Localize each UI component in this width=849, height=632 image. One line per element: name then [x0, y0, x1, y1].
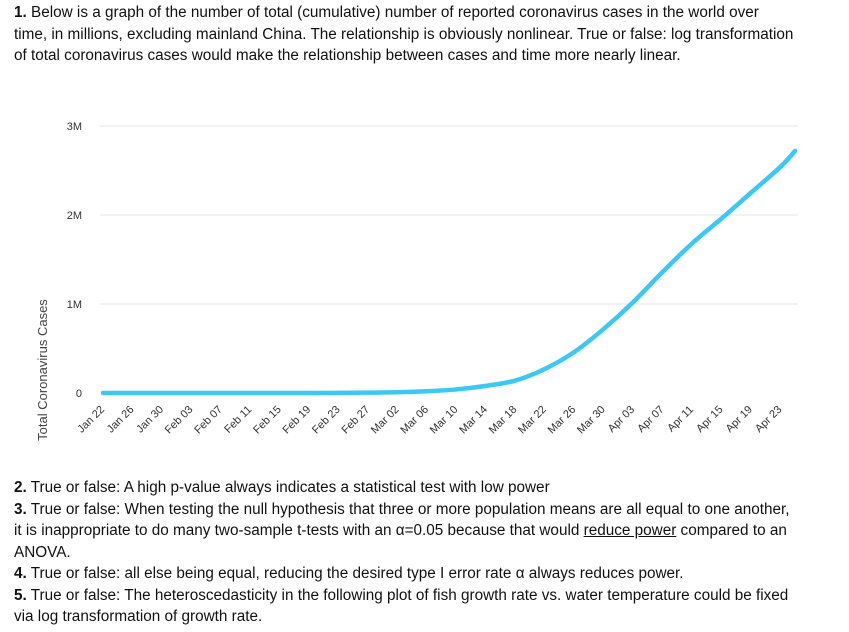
x-tick-label: Mar 26 [546, 404, 579, 437]
series-point [130, 391, 134, 395]
series-point [454, 387, 458, 391]
series-point [425, 389, 429, 393]
series-point [189, 391, 193, 395]
series-point [572, 350, 576, 354]
x-tick-label: Feb 27 [339, 404, 372, 437]
series-point [484, 384, 488, 388]
question-3-number: 3. [14, 500, 27, 518]
x-tick-label: Jan 30 [134, 404, 166, 436]
x-tick-label: Jan 22 [75, 404, 107, 436]
y-axis-label: Total Coronavirus Cases [35, 299, 50, 441]
question-3: 3. True or false: When testing the null … [14, 499, 794, 564]
questions-2-to-5: 2. True or false: A high p-value always … [14, 477, 794, 628]
question-3-text-after: compared to an ANOVA. [14, 522, 787, 561]
series-point [366, 391, 370, 395]
series-line-total-cases [100, 148, 798, 396]
series-point [307, 391, 311, 395]
y-axis-ticks: 0 1M 2M 3M [67, 121, 82, 400]
question-4-number: 4. [14, 565, 27, 582]
series-point [513, 379, 517, 383]
question-1-text: Below is a graph of the number of total … [14, 4, 794, 64]
series-point [719, 217, 723, 221]
series-point [793, 149, 797, 153]
series-point [248, 391, 252, 395]
chart-gridlines [100, 125, 798, 305]
x-tick-label: Feb 11 [222, 404, 254, 436]
series-point [661, 270, 665, 274]
x-tick-label: Feb 23 [310, 404, 343, 437]
x-tick-label: Apr 07 [635, 404, 666, 435]
question-5-text: True or false: The heteroscedasticity in… [14, 586, 789, 626]
question-3-text-before: True or false: When testing the null hyp… [14, 500, 790, 540]
x-tick-label: Apr 15 [694, 404, 725, 435]
question-1: 1. Below is a graph of the number of tot… [14, 2, 794, 67]
series-point [337, 391, 341, 395]
y-tick-label: 0 [76, 388, 82, 400]
x-tick-label: Mar 30 [575, 404, 608, 437]
series-point [160, 391, 164, 395]
series-point [278, 391, 282, 395]
question-1-number: 1. [14, 4, 27, 21]
question-2: 2. True or false: A high p-value always … [14, 477, 794, 499]
x-tick-label: Apr 11 [665, 404, 696, 435]
x-tick-label: Mar 02 [369, 404, 402, 437]
question-2-number: 2. [14, 479, 27, 496]
series-point [219, 391, 223, 395]
series-point [602, 327, 606, 331]
question-4-text: True or false: all else being equal, red… [26, 565, 684, 582]
series-point [749, 191, 753, 195]
series-point [631, 300, 635, 304]
x-tick-label: Mar 18 [487, 404, 520, 437]
y-tick-label: 3M [67, 121, 82, 133]
x-tick-label: Apr 03 [606, 404, 637, 435]
x-tick-label: Mar 14 [457, 404, 490, 437]
series-point [101, 391, 105, 395]
x-tick-label: Mar 22 [516, 404, 549, 437]
series-point [690, 241, 694, 245]
x-tick-label: Feb 07 [192, 404, 225, 437]
question-5: 5. True or false: The heteroscedasticity… [14, 585, 794, 628]
question-4: 4. True or false: all else being equal, … [14, 563, 794, 585]
x-tick-label: Feb 03 [163, 404, 196, 437]
question-2-text: True or false: A high p-value always ind… [26, 479, 550, 496]
series-point [778, 165, 782, 169]
question-5-number: 5. [14, 586, 27, 604]
x-tick-label: Apr 19 [724, 404, 755, 435]
x-tick-label: Mar 10 [428, 404, 461, 437]
x-tick-label: Apr 23 [753, 404, 784, 435]
series-point [396, 390, 399, 394]
series-point [543, 367, 547, 371]
y-tick-label: 2M [67, 210, 82, 222]
question-3-underlined-phrase: reduce power [583, 522, 677, 539]
x-tick-label: Mar 06 [398, 404, 431, 437]
x-tick-label: Feb 19 [281, 404, 314, 437]
x-tick-label: Jan 26 [105, 404, 137, 436]
x-tick-label: Feb 15 [251, 404, 284, 437]
series-points [101, 149, 797, 395]
y-tick-label: 1M [67, 299, 82, 311]
